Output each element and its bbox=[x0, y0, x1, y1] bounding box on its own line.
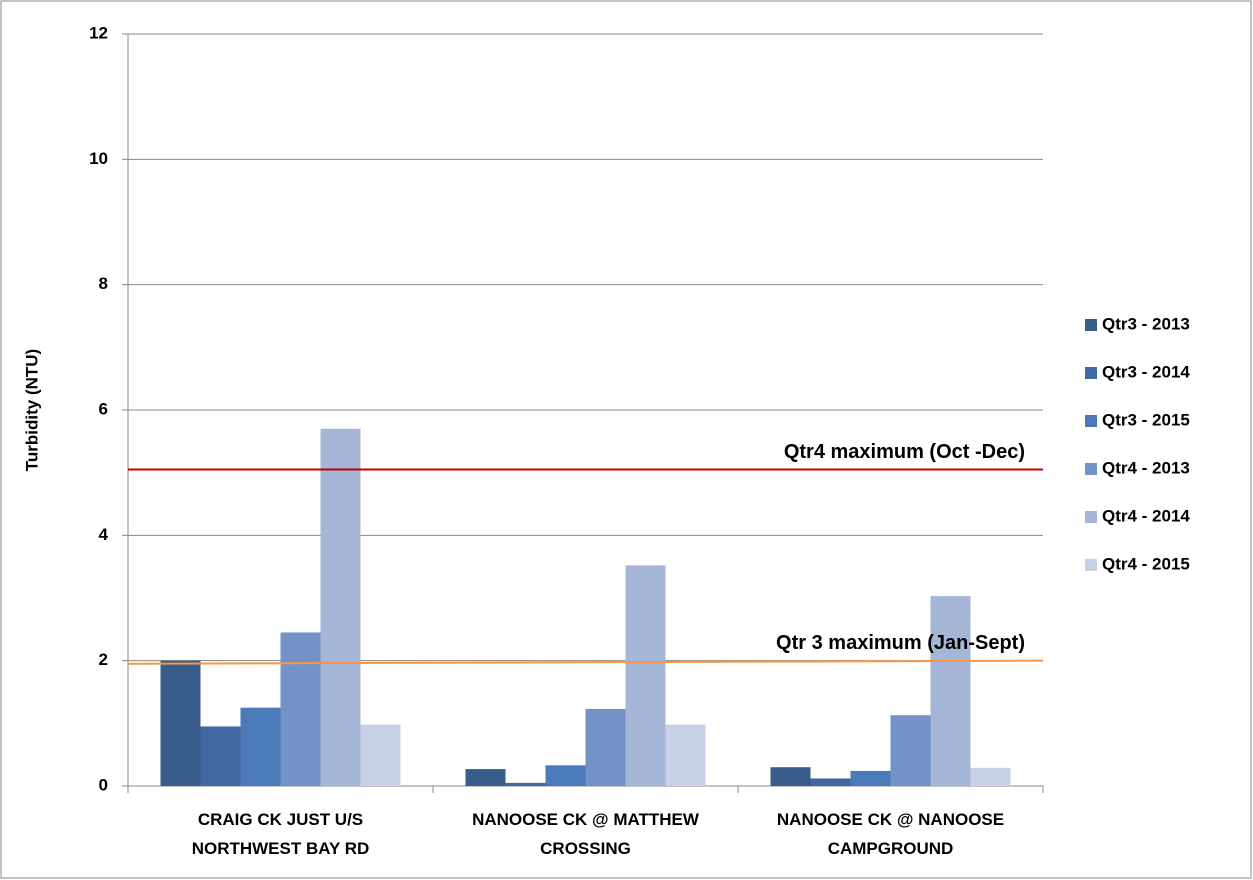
bar bbox=[850, 770, 891, 786]
bar bbox=[890, 715, 931, 786]
x-tick-label: NANOOSE CK @ NANOOSE CAMPGROUND bbox=[776, 810, 1005, 858]
legend-swatch bbox=[1085, 415, 1097, 427]
bar bbox=[505, 782, 546, 786]
bar bbox=[360, 724, 401, 786]
bar bbox=[545, 765, 586, 786]
legend-label: Qtr3 - 2013 bbox=[1102, 314, 1190, 333]
y-tick-label: 4 bbox=[99, 525, 109, 544]
bar bbox=[160, 660, 201, 786]
bar bbox=[810, 778, 851, 786]
legend-swatch bbox=[1085, 463, 1097, 475]
x-tick-label: NANOOSE CK @ MATTHEW CROSSING bbox=[472, 810, 699, 858]
bar bbox=[770, 767, 811, 786]
reference-label: Qtr4 maximum (Oct -Dec) bbox=[784, 441, 1025, 463]
legend-swatch bbox=[1085, 367, 1097, 379]
y-tick-label: 8 bbox=[99, 274, 108, 293]
reference-label: Qtr 3 maximum (Jan-Sept) bbox=[776, 632, 1025, 654]
legend-label: Qtr3 - 2015 bbox=[1102, 410, 1190, 429]
y-tick-label: 0 bbox=[99, 775, 108, 794]
bar bbox=[280, 632, 321, 786]
bar bbox=[665, 724, 706, 786]
legend-label: Qtr3 - 2014 bbox=[1102, 362, 1190, 381]
y-tick-label: 10 bbox=[89, 149, 108, 168]
x-tick-label: CRAIG CK JUST U/S NORTHWEST BAY RD bbox=[191, 810, 370, 858]
legend-swatch bbox=[1085, 511, 1097, 523]
reference-line bbox=[127, 659, 1044, 665]
y-tick-label: 2 bbox=[99, 650, 108, 669]
bar bbox=[930, 596, 971, 786]
bar bbox=[240, 707, 281, 786]
legend-swatch bbox=[1085, 319, 1097, 331]
bar bbox=[200, 726, 241, 786]
bar bbox=[625, 565, 666, 786]
legend-label: Qtr4 - 2014 bbox=[1102, 506, 1190, 525]
bar bbox=[465, 769, 506, 786]
bar bbox=[585, 708, 626, 786]
y-tick-label: 6 bbox=[99, 399, 108, 418]
legend-label: Qtr4 - 2015 bbox=[1102, 554, 1190, 573]
legend-swatch bbox=[1085, 559, 1097, 571]
bar bbox=[970, 767, 1011, 786]
y-axis-label: Turbidity (NTU) bbox=[22, 349, 41, 471]
legend-label: Qtr4 - 2013 bbox=[1102, 458, 1190, 477]
y-tick-label: 12 bbox=[89, 23, 108, 42]
bar bbox=[320, 428, 361, 786]
